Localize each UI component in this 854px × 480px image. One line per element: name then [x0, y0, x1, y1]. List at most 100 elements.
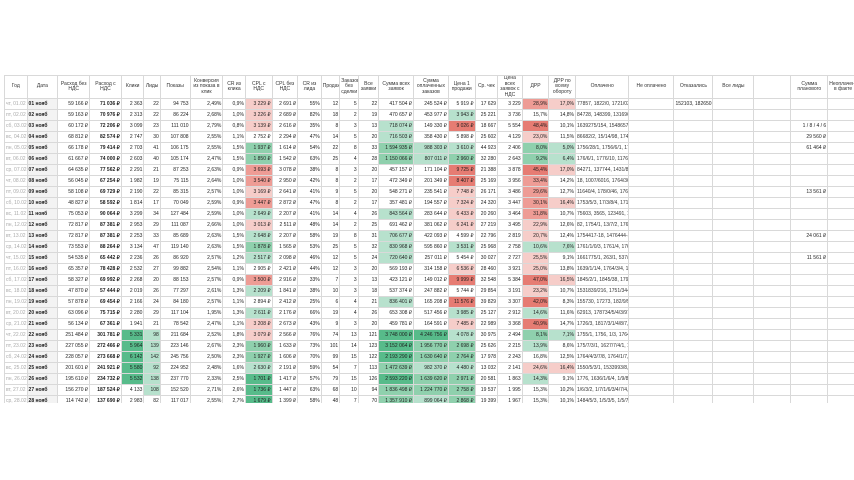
- table-cell[interactable]: 1,5%: [222, 230, 246, 242]
- table-cell[interactable]: 10,7%: [548, 208, 577, 220]
- table-cell[interactable]: 245 524 ₽: [413, 98, 449, 110]
- table-cell[interactable]: 19 399: [474, 395, 499, 403]
- table-cell[interactable]: 139: [143, 340, 161, 352]
- table-cell[interactable]: 2 215: [497, 340, 523, 352]
- table-cell[interactable]: [712, 318, 755, 330]
- table-cell[interactable]: [673, 197, 714, 209]
- table-cell[interactable]: [790, 274, 829, 286]
- table-cell[interactable]: 22: [320, 142, 341, 154]
- table-cell[interactable]: 99: [320, 351, 341, 363]
- table-cell[interactable]: 86682/2, 15/14/98, 1749688/5, 174/6840/,…: [575, 131, 630, 143]
- table-cell[interactable]: 0,9%: [222, 197, 246, 209]
- table-cell[interactable]: 2,47%: [189, 153, 224, 165]
- table-cell[interactable]: 1 / 8 / 4 / 6: [790, 120, 829, 132]
- table-cell[interactable]: пн, 12.02: [4, 219, 28, 231]
- table-cell[interactable]: [790, 219, 829, 231]
- table-cell[interactable]: 1: [827, 186, 854, 198]
- table-cell[interactable]: 2: [339, 197, 359, 209]
- table-cell[interactable]: 1 399 ₽: [271, 395, 299, 403]
- table-cell[interactable]: 11,6%: [548, 307, 577, 319]
- table-cell[interactable]: [753, 307, 792, 319]
- table-cell[interactable]: 30: [143, 131, 161, 143]
- table-cell[interactable]: 7: [339, 395, 359, 403]
- table-cell[interactable]: [673, 142, 714, 154]
- table-cell[interactable]: 4 480 ₽: [447, 362, 476, 374]
- table-cell[interactable]: 9 026 ₽: [447, 120, 476, 132]
- table-cell[interactable]: 9 999 ₽: [447, 274, 476, 286]
- table-cell[interactable]: 2 894 ₽: [244, 296, 273, 308]
- table-cell[interactable]: ср, 28.02: [4, 395, 28, 403]
- table-cell[interactable]: 5 964: [120, 340, 145, 352]
- table-cell[interactable]: [628, 340, 675, 352]
- table-cell[interactable]: сб, 17.02: [4, 274, 28, 286]
- table-cell[interactable]: [628, 351, 675, 363]
- table-cell[interactable]: 1753/5/3, 17/3/8/4, 1716/3, 1845/3: [575, 197, 630, 209]
- table-cell[interactable]: 3 134: [120, 241, 145, 253]
- table-cell[interactable]: 1 967: [497, 395, 523, 403]
- table-cell[interactable]: [753, 175, 792, 187]
- table-cell[interactable]: [673, 263, 714, 275]
- table-cell[interactable]: [673, 307, 714, 319]
- table-cell[interactable]: 114 742 ₽: [57, 395, 91, 403]
- table-cell[interactable]: 21 388: [474, 164, 499, 176]
- table-cell[interactable]: 830 968 ₽: [378, 241, 415, 253]
- table-cell[interactable]: 26: [357, 208, 380, 220]
- table-cell[interactable]: 0,9%: [222, 98, 246, 110]
- table-cell[interactable]: [628, 263, 675, 275]
- table-cell[interactable]: 75603, 3565, 123491, 117440, 11762433/57…: [575, 208, 630, 220]
- table-cell[interactable]: 1,95%: [189, 307, 224, 319]
- table-cell[interactable]: 2 294 ₽: [271, 131, 299, 143]
- table-cell[interactable]: 716 503 ₽: [378, 131, 415, 143]
- table-cell[interactable]: [673, 384, 714, 396]
- table-cell[interactable]: [753, 274, 792, 286]
- table-cell[interactable]: 8,6%: [548, 340, 577, 352]
- table-cell[interactable]: 5: [339, 186, 359, 198]
- table-cell[interactable]: [628, 131, 675, 143]
- table-cell[interactable]: 1/6/3/2, 1/7/1/6/3/4/7/4, 1/8/4/7/3/5: [575, 384, 630, 396]
- column-header[interactable]: CR из клика: [222, 75, 246, 99]
- table-cell[interactable]: 1,1%: [222, 263, 246, 275]
- table-cell[interactable]: 22: [357, 98, 380, 110]
- table-cell[interactable]: [712, 208, 755, 220]
- table-cell[interactable]: 58 592 ₽: [89, 197, 122, 209]
- table-cell[interactable]: [628, 329, 675, 341]
- table-cell[interactable]: 314 158 ₽: [413, 263, 449, 275]
- table-cell[interactable]: 3: [339, 120, 359, 132]
- table-cell[interactable]: 57 878 ₽: [57, 296, 91, 308]
- table-cell[interactable]: [790, 384, 829, 396]
- table-cell[interactable]: 26: [143, 252, 161, 264]
- table-cell[interactable]: 17,0%: [548, 98, 577, 110]
- column-header[interactable]: [753, 75, 792, 99]
- table-cell[interactable]: 25 221: [474, 109, 499, 121]
- table-cell[interactable]: 77857, 1822/0, 1721/033367,: [575, 98, 630, 110]
- table-cell[interactable]: 72 206 ₽: [89, 120, 122, 132]
- table-cell[interactable]: 1756/28/1, 1756/6/1, 1756/1/2, 1759/17, …: [575, 142, 630, 154]
- column-header[interactable]: Оплачено: [575, 75, 630, 99]
- table-cell[interactable]: 2 971 ₽: [447, 373, 476, 385]
- table-cell[interactable]: [827, 296, 854, 308]
- table-cell[interactable]: 1,3%: [222, 285, 246, 297]
- table-cell[interactable]: 2 412 ₽: [271, 296, 299, 308]
- table-cell[interactable]: 13,8%: [548, 263, 577, 275]
- table-cell[interactable]: 3 921: [497, 263, 523, 275]
- table-cell[interactable]: 2,55%: [189, 395, 224, 403]
- table-cell[interactable]: сб, 10.02: [4, 197, 28, 209]
- table-cell[interactable]: 2,63%: [189, 230, 224, 242]
- table-cell[interactable]: [712, 340, 755, 352]
- table-cell[interactable]: 26: [357, 307, 380, 319]
- table-cell[interactable]: 1639275/154, 1548657/154, 1753639/38: [575, 120, 630, 132]
- table-cell[interactable]: 48%: [297, 219, 322, 231]
- table-cell[interactable]: 1764/4/3/7/8, 1764/1/7, 1564/1, 1564/54/…: [575, 351, 630, 363]
- table-cell[interactable]: [753, 208, 792, 220]
- table-cell[interactable]: 68 812 ₽: [57, 131, 91, 143]
- table-cell[interactable]: 31,8%: [521, 208, 550, 220]
- table-cell[interactable]: 164 591 ₽: [413, 318, 449, 330]
- table-cell[interactable]: 2,67%: [189, 340, 224, 352]
- column-header[interactable]: ДРР по всему обороту: [548, 75, 577, 99]
- table-cell[interactable]: 3 169 ₽: [244, 186, 273, 198]
- table-cell[interactable]: 2,71%: [189, 384, 224, 396]
- table-cell[interactable]: [790, 285, 829, 297]
- table-cell[interactable]: [673, 241, 714, 253]
- table-cell[interactable]: 1,5%: [222, 142, 246, 154]
- table-cell[interactable]: 26 нояб: [26, 373, 59, 385]
